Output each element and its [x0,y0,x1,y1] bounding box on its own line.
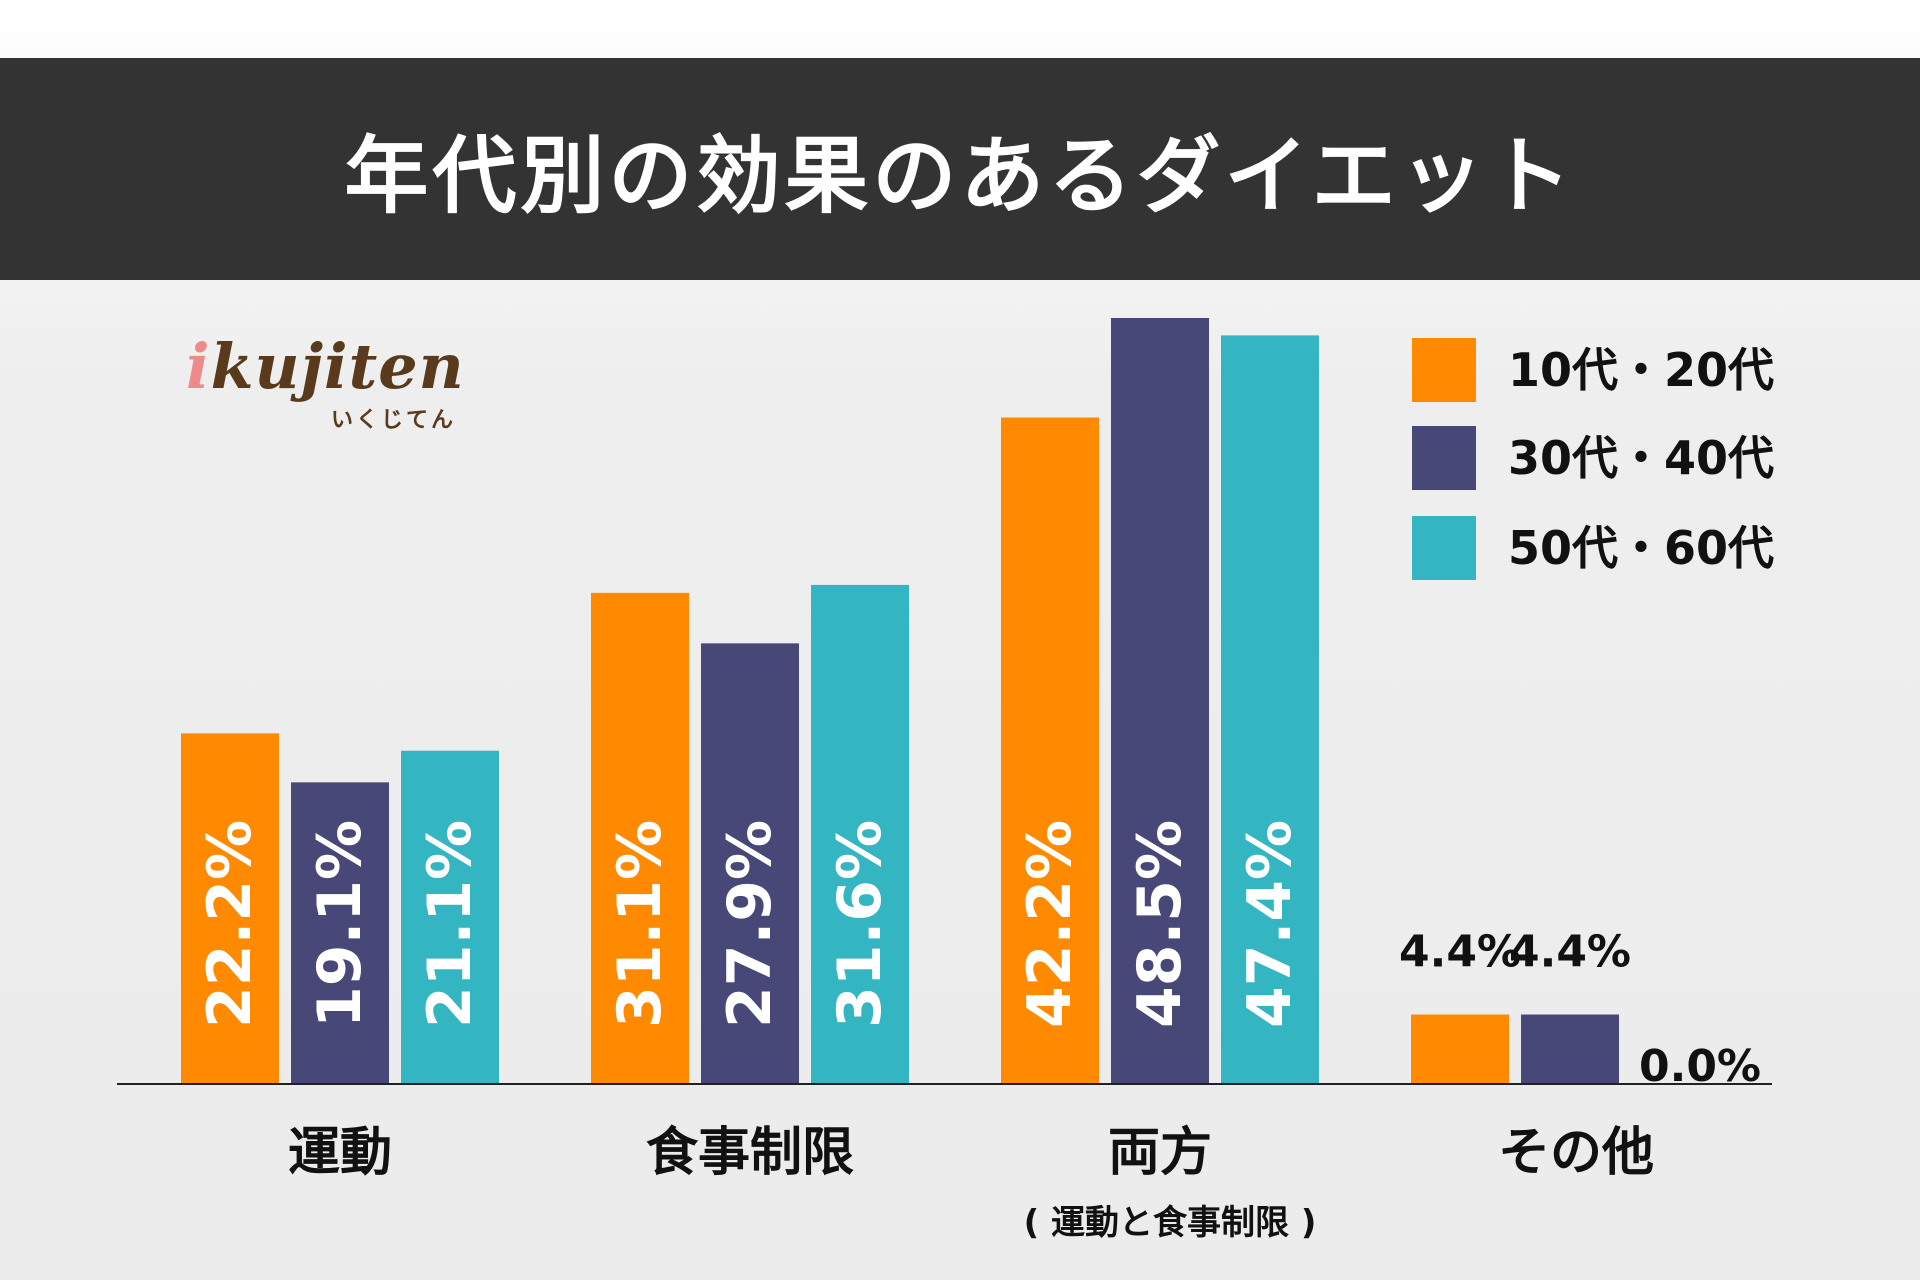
bar-1-1 [701,643,799,1084]
bar-0-0 [181,733,279,1084]
value-label-2-1: 48.5% [1125,820,1195,1028]
value-label-2-2: 47.4% [1235,820,1305,1028]
value-label-0-1: 19.1% [305,820,375,1028]
logo-wordmark: ikujiten [186,330,465,403]
bar-2-2 [1221,335,1319,1085]
value-label-1-0: 31.1% [605,820,675,1028]
value-label-3-0: 4.4% [1399,927,1521,978]
category-label-3: その他 [1498,1123,1654,1183]
ikujiten-logo: ikujiten いくじてん [186,330,476,440]
legend-label-s2: 30代・40代 [1508,431,1775,485]
bar-3-0 [1411,1014,1509,1084]
legend-label-s3: 50代・60代 [1508,521,1775,575]
logo-subtitle: いくじてん [331,408,457,433]
legend-swatch-s1 [1412,338,1476,402]
chart-title: 年代別の効果のあるダイエット [344,126,1576,225]
title-bar: 年代別の効果のあるダイエット [0,58,1920,280]
value-label-1-2: 31.6% [825,820,895,1028]
value-label-3-1: 4.4% [1509,927,1631,978]
bar-2-1 [1111,318,1209,1084]
bar-1-2 [811,584,909,1084]
value-label-1-1: 27.9% [715,820,785,1028]
value-label-2-0: 42.2% [1015,820,1085,1028]
legend-label-s1: 10代・20代 [1508,343,1775,397]
legend-item-s2: 30代・40代 [1412,426,1832,490]
category-sublabel-2: ( 運動と食事制限 ) [1024,1203,1317,1243]
bar-0-2 [401,750,499,1084]
category-label-0: 運動 [288,1123,392,1183]
value-label-0-2: 21.1% [415,820,485,1028]
category-label-1: 食事制限 [646,1123,854,1183]
bar-1-0 [591,592,689,1084]
legend-item-s1: 10代・20代 [1412,338,1832,402]
bar-2-0 [1001,417,1099,1084]
legend-swatch-s3 [1412,516,1476,580]
bar-0-1 [291,782,389,1084]
legend-item-s3: 50代・60代 [1412,516,1832,580]
bar-3-1 [1521,1014,1619,1084]
value-label-0-0: 22.2% [195,820,265,1028]
legend-swatch-s2 [1412,426,1476,490]
category-label-2: 両方 [1108,1123,1212,1183]
